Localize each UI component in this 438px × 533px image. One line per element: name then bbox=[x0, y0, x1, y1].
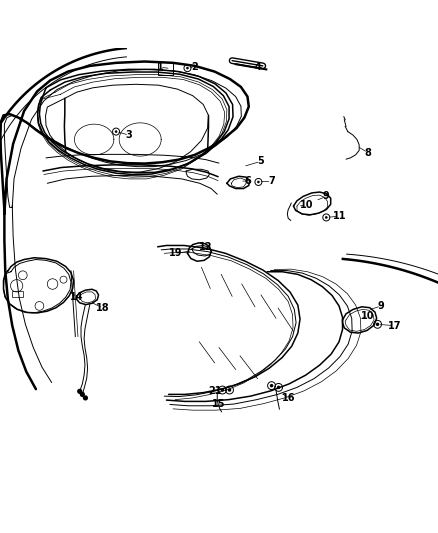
Text: 19: 19 bbox=[169, 248, 182, 259]
Circle shape bbox=[376, 322, 379, 326]
Circle shape bbox=[186, 67, 189, 69]
Text: 14: 14 bbox=[70, 292, 83, 302]
Text: 5: 5 bbox=[257, 156, 264, 166]
Circle shape bbox=[257, 181, 260, 183]
Text: 7: 7 bbox=[268, 176, 275, 186]
Text: 21: 21 bbox=[208, 386, 221, 397]
Circle shape bbox=[270, 384, 273, 387]
Circle shape bbox=[325, 216, 328, 219]
Text: 15: 15 bbox=[212, 399, 226, 409]
Circle shape bbox=[80, 392, 85, 397]
Text: 12: 12 bbox=[199, 242, 212, 252]
Bar bbox=[12, 291, 23, 297]
Text: 11: 11 bbox=[333, 211, 346, 221]
Circle shape bbox=[228, 388, 231, 392]
Text: 10: 10 bbox=[361, 311, 374, 320]
Text: 10: 10 bbox=[300, 200, 313, 210]
Circle shape bbox=[77, 389, 82, 394]
Text: 6: 6 bbox=[244, 176, 251, 186]
Circle shape bbox=[221, 388, 224, 392]
Circle shape bbox=[277, 386, 280, 389]
Text: 2: 2 bbox=[191, 62, 198, 72]
Circle shape bbox=[83, 395, 88, 400]
Bar bbox=[158, 62, 173, 75]
Text: 9: 9 bbox=[378, 301, 385, 311]
Text: 9: 9 bbox=[323, 191, 330, 201]
Text: 1: 1 bbox=[156, 62, 163, 72]
Text: 3: 3 bbox=[126, 130, 133, 140]
Text: 18: 18 bbox=[96, 303, 110, 313]
Text: 8: 8 bbox=[364, 148, 371, 158]
Circle shape bbox=[115, 130, 117, 133]
Text: 17: 17 bbox=[388, 321, 401, 330]
Text: 16: 16 bbox=[283, 393, 296, 403]
Text: 4: 4 bbox=[255, 62, 262, 72]
